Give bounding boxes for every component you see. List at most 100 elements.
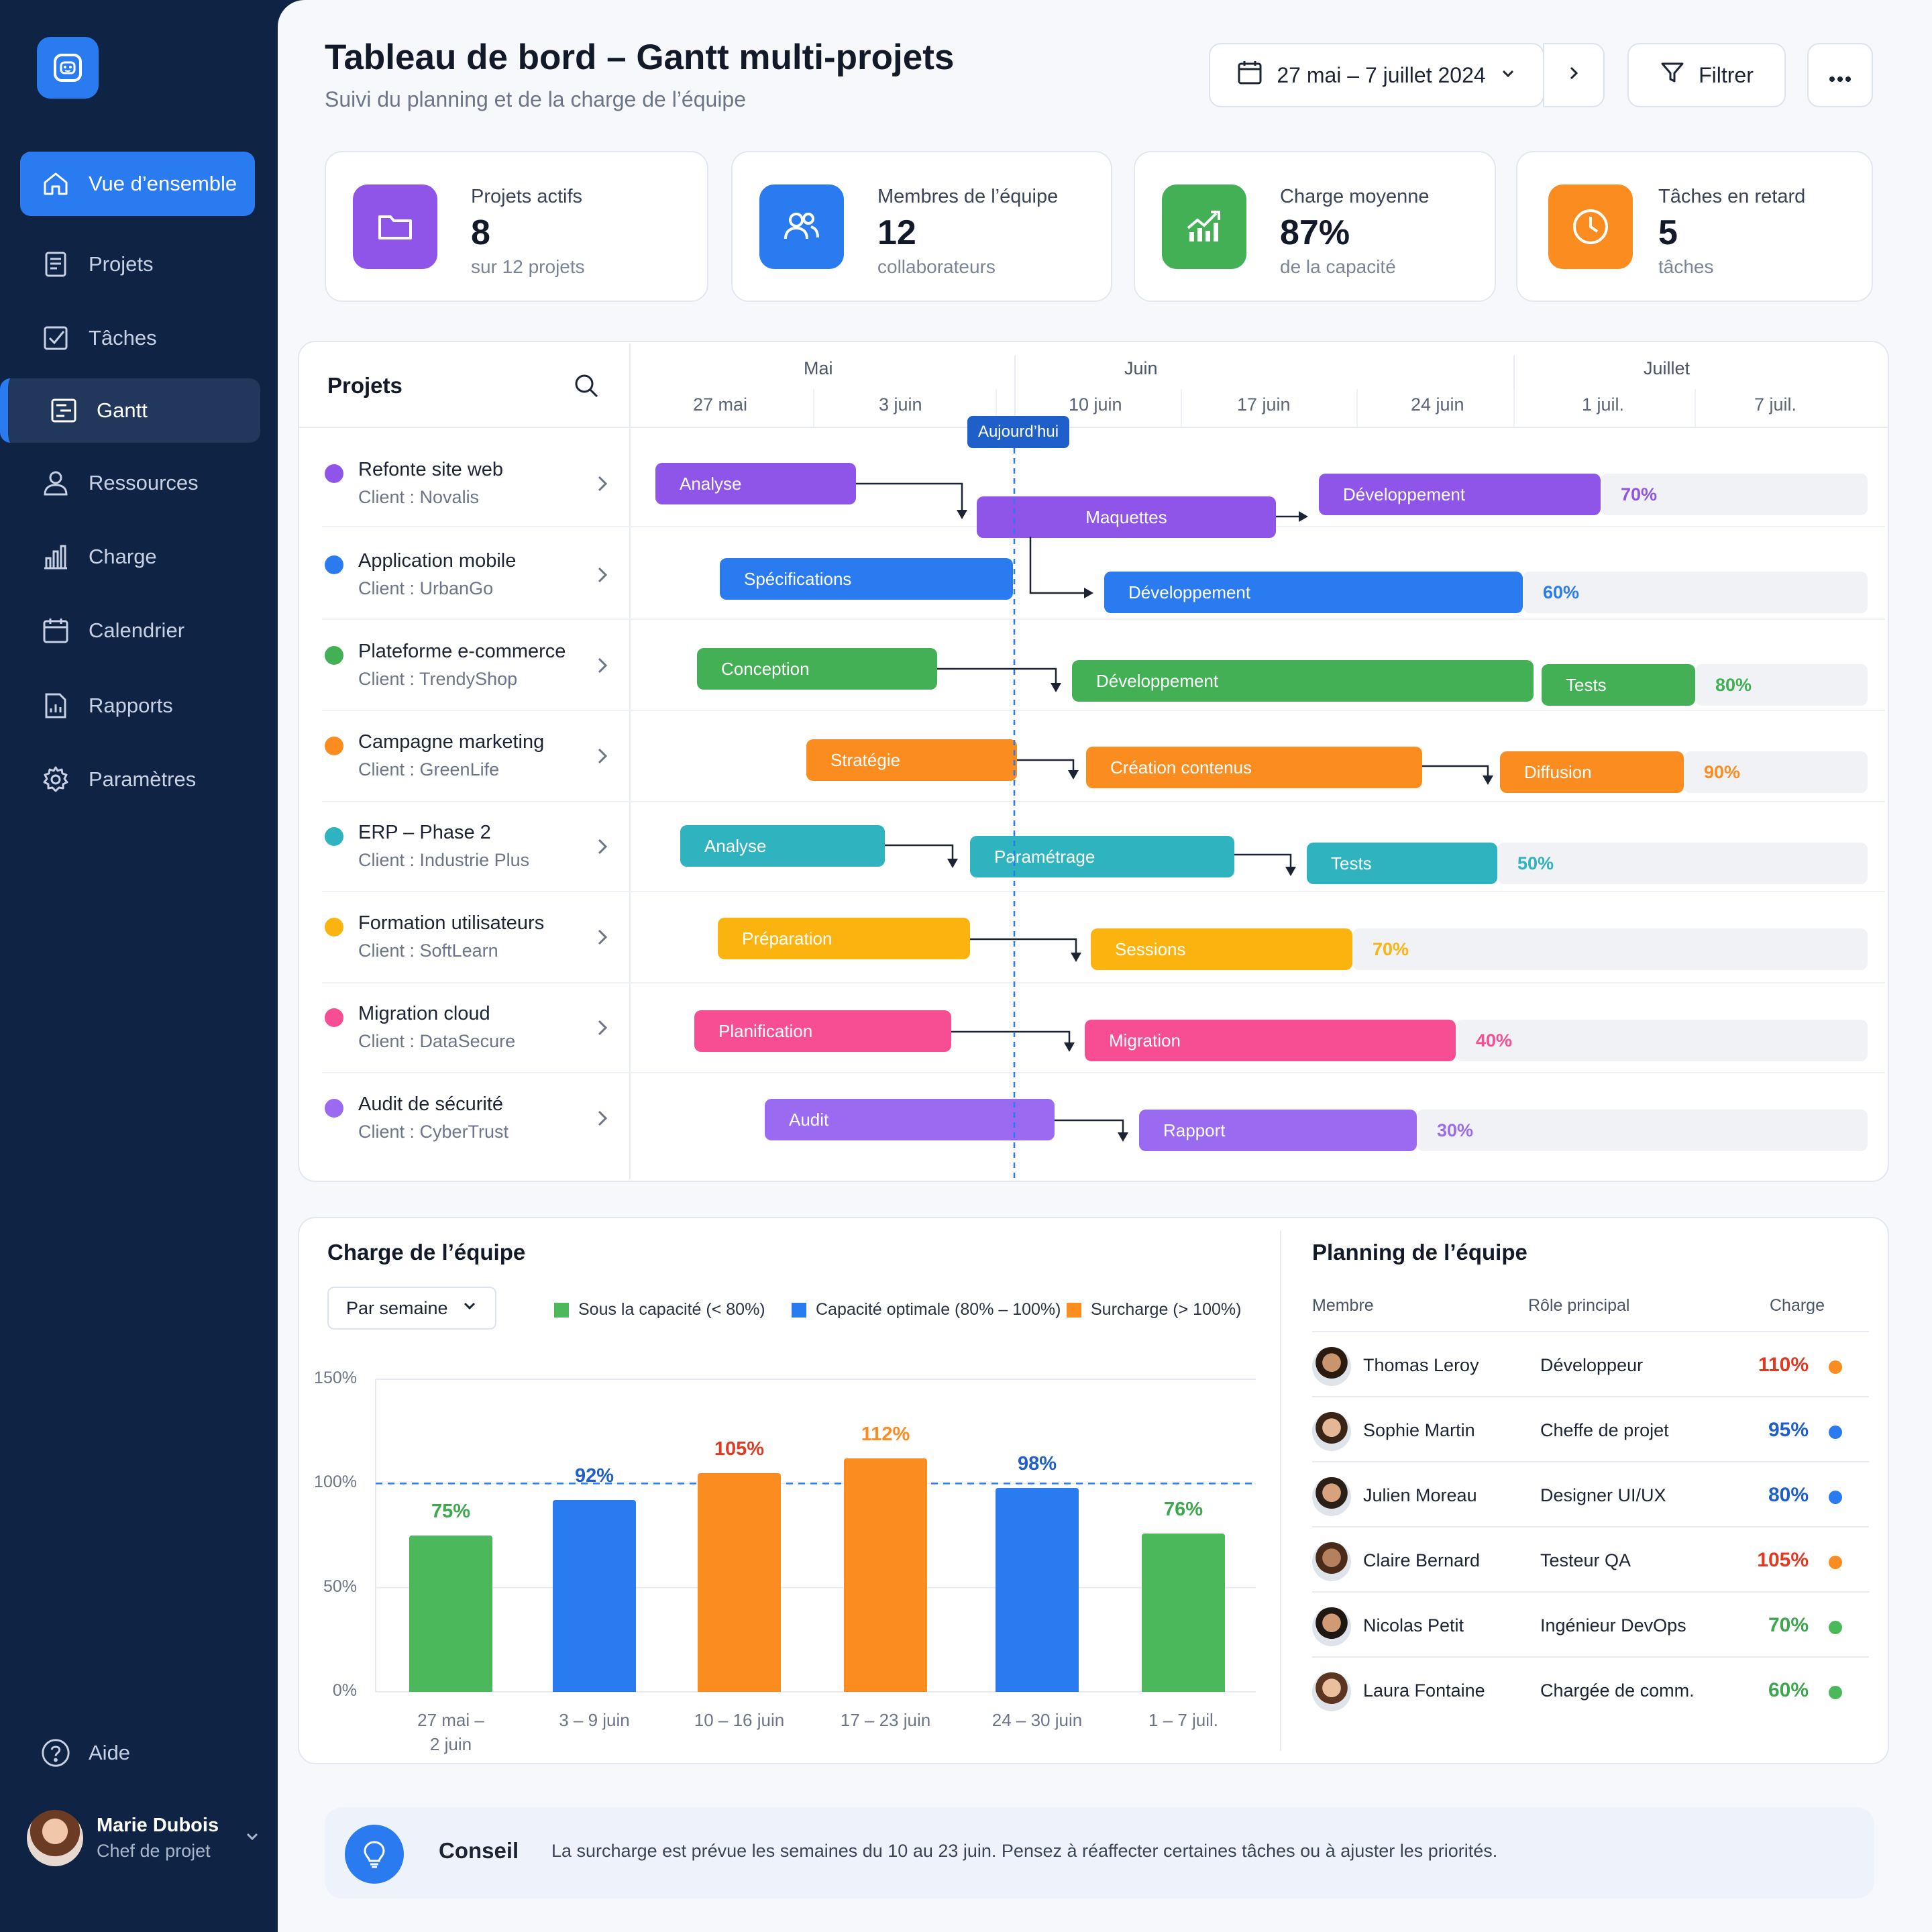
sidebar-item-overview[interactable]: Vue d’ensemble (20, 152, 255, 216)
kpi-late-tasks: Tâches en retard 5 tâches (1516, 151, 1873, 302)
sidebar-item-calendar[interactable]: Calendrier (20, 598, 255, 663)
gantt-task-bar[interactable]: Planification (694, 1010, 951, 1052)
member-load: 110% (1758, 1354, 1809, 1376)
next-period-button[interactable] (1543, 43, 1605, 107)
gantt-task-bar[interactable]: Sessions (1091, 928, 1352, 970)
chevron-right-icon[interactable] (593, 1016, 612, 1042)
member-name: Julien Moreau (1363, 1485, 1477, 1505)
date-range-picker[interactable]: 27 mai – 7 juillet 2024 (1209, 43, 1544, 107)
status-dot (1829, 1491, 1842, 1504)
project-color-dot (325, 646, 343, 665)
sidebar-item-workload[interactable]: Charge (20, 525, 255, 589)
project-row[interactable]: Migration cloud Client : DataSecure (325, 1003, 608, 1063)
gantt-task-bar[interactable]: Diffusion (1500, 751, 1684, 793)
user-name: Marie Dubois (97, 1815, 219, 1836)
help-link[interactable]: Aide (20, 1721, 255, 1785)
folder-icon (353, 184, 437, 269)
team-icon (759, 184, 844, 269)
avatar (1312, 1672, 1351, 1711)
chevron-right-icon[interactable] (593, 654, 612, 680)
avatar (1312, 1347, 1351, 1386)
table-row[interactable]: Laura Fontaine Chargée de comm. 60% (1312, 1656, 1869, 1721)
chevron-right-icon[interactable] (593, 564, 612, 590)
legend-swatch (792, 1302, 806, 1318)
project-name: Refonte site web (358, 459, 504, 480)
gantt-task-bar[interactable]: Maquettes (977, 496, 1276, 538)
status-dot (1829, 1556, 1842, 1569)
chevron-right-icon (1564, 63, 1583, 88)
chevron-down-icon (462, 1298, 478, 1319)
gantt-task-bar[interactable]: Développement (1072, 660, 1534, 702)
chevron-right-icon[interactable] (593, 926, 612, 952)
document-icon (40, 249, 71, 280)
kpi-active-projects: Projets actifs 8 sur 12 projets (325, 151, 708, 302)
project-name: Plateforme e-commerce (358, 641, 566, 662)
project-client: Client : CyberTrust (358, 1122, 509, 1142)
project-name: Audit de sécurité (358, 1093, 504, 1115)
period-select[interactable]: Par semaine (327, 1287, 496, 1330)
project-row[interactable]: Formation utilisateurs Client : SoftLearn (325, 912, 608, 973)
gantt-task-bar[interactable]: Tests (1307, 843, 1497, 884)
gantt-icon (48, 395, 79, 426)
gantt-task-bar[interactable]: Paramétrage (970, 836, 1234, 877)
chevron-right-icon[interactable] (593, 745, 612, 771)
gantt-task-bar[interactable]: Développement (1319, 474, 1601, 515)
project-color-dot (325, 918, 343, 936)
table-row[interactable]: Julien Moreau Designer UI/UX 80% (1312, 1461, 1869, 1526)
tip-title: Conseil (439, 1838, 519, 1863)
chevron-right-icon[interactable] (593, 472, 612, 498)
sidebar-item-reports[interactable]: Rapports (20, 674, 255, 738)
filter-button[interactable]: Filtrer (1627, 43, 1786, 107)
sidebar-item-settings[interactable]: Paramètres (20, 747, 255, 812)
checkbox-icon (40, 323, 71, 354)
gantt-task-bar[interactable]: Conception (697, 648, 937, 690)
more-options-button[interactable] (1807, 43, 1873, 107)
project-row[interactable]: Audit de sécurité Client : CyberTrust (325, 1093, 608, 1154)
tip-text: La surcharge est prévue les semaines du … (551, 1841, 1498, 1861)
gantt-task-bar[interactable]: Migration (1085, 1020, 1456, 1061)
gantt-task-bar[interactable]: Spécifications (720, 558, 1013, 600)
kpi-sub: de la capacité (1280, 256, 1396, 277)
gantt-task-bar[interactable]: Analyse (655, 463, 856, 504)
sidebar-item-label: Paramètres (89, 767, 197, 791)
gantt-task-bar[interactable]: Analyse (680, 825, 885, 867)
project-row[interactable]: ERP – Phase 2 Client : Industrie Plus (325, 822, 608, 882)
project-color-dot (325, 464, 343, 483)
sidebar-item-gantt[interactable]: Gantt (0, 378, 260, 443)
table-row[interactable]: Sophie Martin Cheffe de projet 95% (1312, 1396, 1869, 1461)
sidebar-item-label: Rapports (89, 694, 173, 717)
table-row[interactable]: Nicolas Petit Ingénieur DevOps 70% (1312, 1591, 1869, 1656)
chevron-down-icon[interactable] (243, 1827, 262, 1849)
project-name: Migration cloud (358, 1003, 490, 1024)
gantt-task-bar[interactable]: Développement (1104, 572, 1523, 613)
sidebar-item-projects[interactable]: Projets (20, 232, 255, 297)
kpi-value: 12 (877, 213, 916, 252)
search-icon[interactable] (572, 371, 601, 404)
sidebar-item-resources[interactable]: Ressources (20, 451, 255, 515)
gantt-task-bar[interactable]: Rapport (1139, 1110, 1417, 1151)
gantt-task-bar[interactable]: Création contenus (1086, 747, 1422, 788)
user-profile[interactable]: Marie Dubois Chef de projet (27, 1805, 262, 1872)
gantt-task-bar[interactable]: Préparation (718, 918, 970, 959)
chevron-right-icon[interactable] (593, 835, 612, 861)
app-logo-icon[interactable] (37, 37, 99, 99)
project-color-dot (325, 555, 343, 574)
project-row[interactable]: Refonte site web Client : Novalis (325, 459, 608, 519)
member-load: 70% (1768, 1614, 1809, 1636)
table-row[interactable]: Claire Bernard Testeur QA 105% (1312, 1526, 1869, 1591)
legend-label: Capacité optimale (80% – 100%) (816, 1300, 1061, 1319)
avatar (1312, 1477, 1351, 1516)
gantt-task-bar[interactable]: Tests (1542, 664, 1695, 706)
gantt-task-bar[interactable]: Stratégie (806, 739, 1017, 781)
project-row[interactable]: Campagne marketing Client : GreenLife (325, 731, 608, 792)
lightbulb-icon (345, 1825, 404, 1884)
table-row[interactable]: Thomas Leroy Développeur 110% (1312, 1331, 1869, 1396)
avatar (27, 1810, 83, 1866)
project-row[interactable]: Plateforme e-commerce Client : TrendyShop (325, 641, 608, 701)
gantt-task-bar[interactable]: Audit (765, 1099, 1055, 1140)
legend-optimal: Capacité optimale (80% – 100%) (792, 1300, 1061, 1320)
sidebar-item-tasks[interactable]: Tâches (20, 306, 255, 370)
chevron-right-icon[interactable] (593, 1107, 612, 1133)
project-row[interactable]: Application mobile Client : UrbanGo (325, 550, 608, 610)
home-icon (40, 168, 71, 199)
